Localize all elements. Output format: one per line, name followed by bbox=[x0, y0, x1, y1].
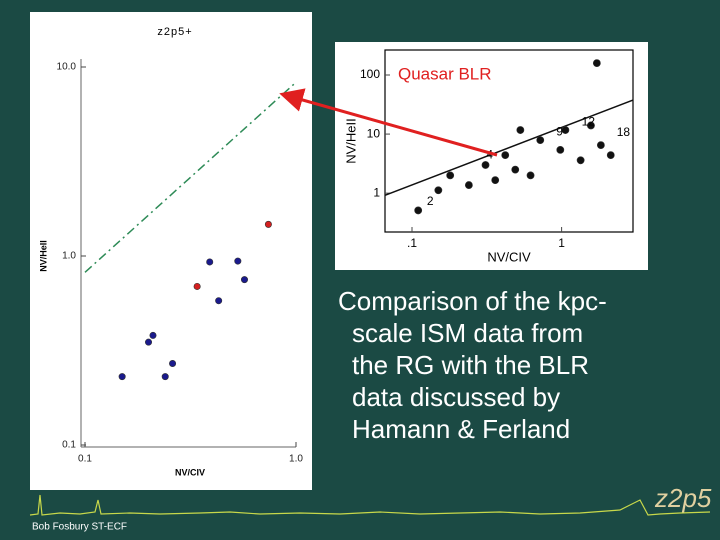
caption-line: Hamann & Ferland bbox=[352, 414, 570, 444]
data-point bbox=[596, 141, 605, 150]
data-point bbox=[464, 181, 473, 189]
caption: Comparison of the kpc-scale ISM data fro… bbox=[338, 286, 607, 444]
data-point bbox=[414, 206, 423, 215]
chart-title: z2p5+ bbox=[157, 26, 192, 38]
y-tick-label: 10 bbox=[367, 126, 381, 140]
point-label: 12 bbox=[582, 115, 596, 129]
data-point bbox=[516, 126, 525, 134]
spectrum-decoration bbox=[29, 494, 711, 516]
data-point bbox=[169, 359, 177, 367]
data-point bbox=[491, 176, 500, 185]
data-point bbox=[264, 220, 272, 228]
y-tick-label: 1.0 bbox=[62, 251, 76, 262]
y-axis-label: NV/HeII bbox=[343, 118, 358, 164]
caption-line: data discussed by bbox=[352, 382, 560, 412]
caption-line: Comparison of the kpc- bbox=[338, 286, 607, 316]
data-point bbox=[501, 151, 510, 160]
data-point bbox=[481, 161, 490, 169]
x-tick-label: 1 bbox=[558, 236, 565, 250]
x-tick-label: 1.0 bbox=[289, 454, 303, 465]
fit-line bbox=[84, 81, 297, 273]
x-axis-label: NV/CIV bbox=[487, 249, 531, 264]
data-point bbox=[587, 121, 595, 130]
annotation: Quasar BLR bbox=[398, 64, 492, 83]
data-point bbox=[446, 171, 455, 180]
data-point bbox=[434, 186, 443, 195]
data-point bbox=[206, 258, 214, 266]
fit-line bbox=[384, 99, 634, 196]
point-label: 9 bbox=[556, 124, 563, 138]
chart: 0.1 1.0 0.1 1.0 10.0 z2p5+ NV/CIV NV/HeII bbox=[38, 26, 303, 477]
data-point bbox=[149, 331, 157, 339]
footer: Bob Fosbury ST-ECF bbox=[32, 522, 127, 533]
y-tick-label: 10.0 bbox=[57, 62, 77, 73]
point-label: 18 bbox=[617, 125, 631, 139]
data-point bbox=[606, 151, 615, 160]
data-point bbox=[145, 338, 153, 346]
plot-frame bbox=[384, 49, 634, 233]
point-label: 2 bbox=[427, 194, 434, 208]
data-point bbox=[592, 59, 601, 68]
caption-line: the RG with the BLR bbox=[352, 350, 589, 380]
y-axis-label: NV/HeII bbox=[38, 240, 48, 272]
data-point bbox=[536, 136, 545, 145]
data-point bbox=[234, 257, 242, 265]
caption-line: scale ISM data from bbox=[352, 318, 583, 348]
data-point bbox=[118, 373, 126, 381]
y-tick-label: 100 bbox=[360, 67, 380, 81]
left-chart-panel bbox=[30, 12, 312, 490]
data-point bbox=[556, 145, 565, 154]
data-point bbox=[193, 282, 201, 290]
data-point bbox=[561, 126, 570, 134]
y-tick-label: 1 bbox=[373, 185, 380, 199]
data-point bbox=[240, 276, 248, 284]
data-point bbox=[526, 171, 535, 180]
x-tick-label: .1 bbox=[407, 236, 417, 250]
logo: z2p5 bbox=[654, 483, 712, 513]
y-tick-label: 0.1 bbox=[62, 440, 76, 451]
data-point bbox=[161, 373, 169, 381]
data-point bbox=[576, 156, 585, 165]
x-tick-label: 0.1 bbox=[78, 454, 92, 465]
data-point bbox=[511, 165, 520, 174]
data-point bbox=[215, 297, 223, 305]
pointer-arrow bbox=[279, 88, 498, 157]
x-axis-label: NV/CIV bbox=[175, 467, 205, 477]
